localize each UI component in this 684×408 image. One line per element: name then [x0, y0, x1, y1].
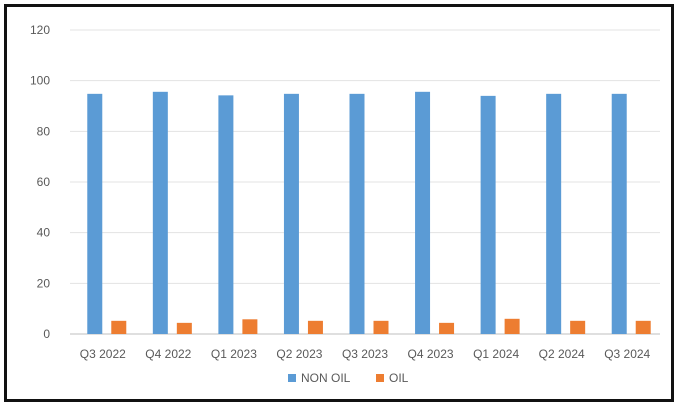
bar-oil	[439, 322, 455, 334]
y-tick-label: 60	[37, 175, 51, 189]
bar-non-oil	[349, 93, 365, 334]
bar-oil	[176, 322, 192, 334]
legend-label: NON OIL	[301, 371, 351, 385]
x-tick-label: Q2 2023	[276, 347, 322, 361]
y-tick-label: 120	[30, 23, 50, 37]
x-tick-label: Q2 2024	[539, 347, 585, 361]
bar-oil	[635, 320, 651, 334]
y-tick-label: 20	[37, 276, 51, 290]
bar-oil	[307, 320, 323, 334]
bar-oil	[504, 318, 520, 334]
chart-frame	[4, 4, 674, 402]
legend-swatch	[376, 374, 384, 382]
legend-swatch	[288, 374, 296, 382]
y-tick-label: 80	[37, 124, 51, 138]
x-tick-label: Q3 2022	[80, 347, 126, 361]
bar-non-oil	[218, 95, 234, 334]
bar-oil	[111, 320, 127, 334]
bar-non-oil	[415, 91, 431, 335]
x-tick-label: Q3 2024	[604, 347, 650, 361]
y-tick-label: 100	[30, 74, 50, 88]
x-tick-label: Q1 2024	[473, 347, 519, 361]
bar-non-oil	[546, 93, 562, 334]
bar-non-oil	[480, 95, 496, 334]
bar-oil	[570, 320, 586, 334]
y-tick-label: 40	[37, 226, 51, 240]
x-tick-label: Q3 2023	[342, 347, 388, 361]
bar-non-oil	[611, 93, 627, 334]
bar-oil	[373, 320, 389, 334]
y-tick-label: 0	[43, 327, 50, 341]
x-tick-label: Q4 2023	[408, 347, 454, 361]
x-tick-label: Q4 2022	[145, 347, 191, 361]
bar-oil	[242, 319, 258, 334]
bar-non-oil	[152, 91, 168, 335]
x-tick-label: Q1 2023	[211, 347, 257, 361]
bar-non-oil	[87, 93, 103, 334]
legend-label: OIL	[389, 371, 409, 385]
bar-non-oil	[283, 93, 299, 334]
